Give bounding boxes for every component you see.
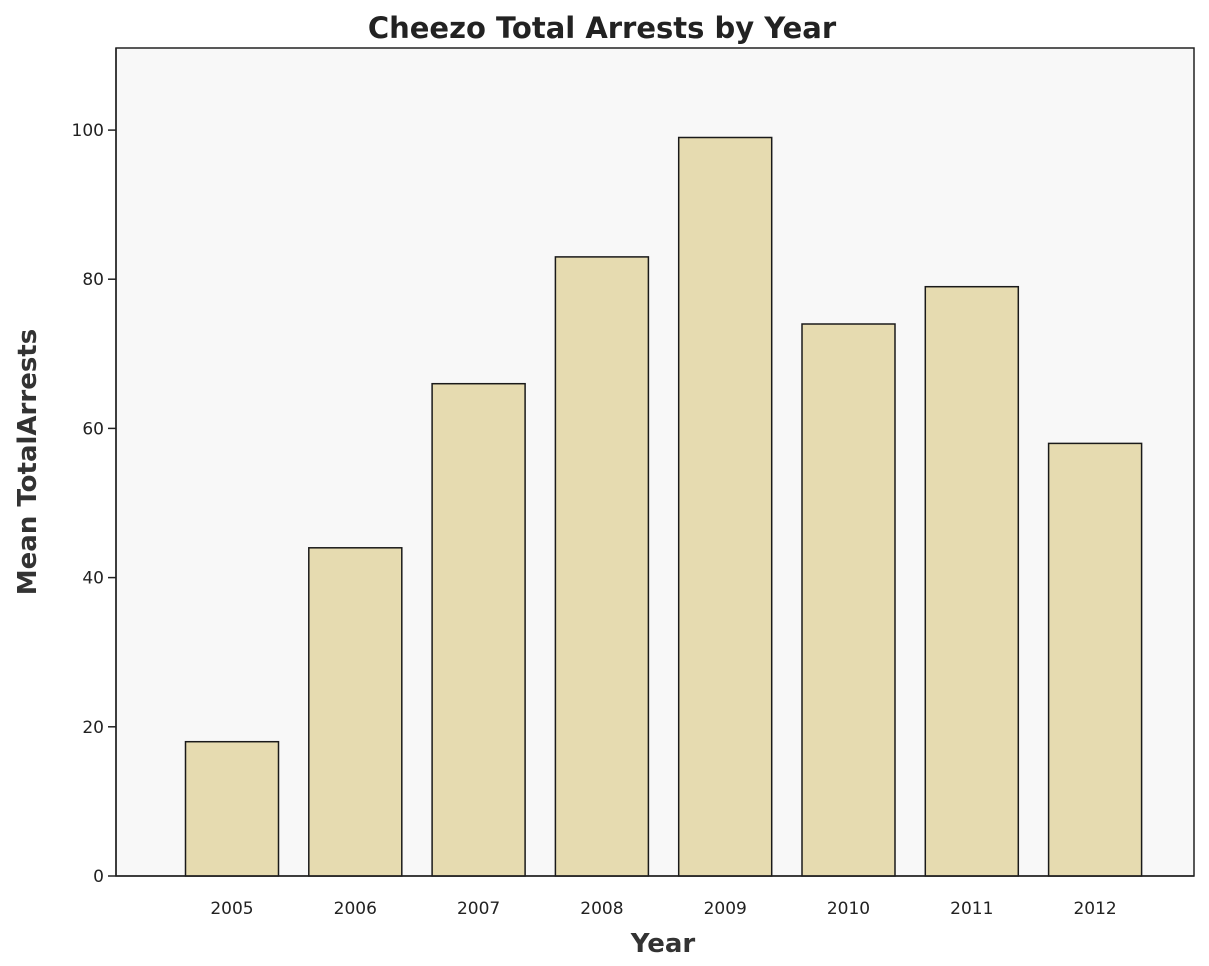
x-tick-label-2010: 2010 — [827, 899, 870, 919]
x-tick-label-2007: 2007 — [457, 899, 500, 919]
x-axis-label: Year — [630, 929, 696, 959]
y-axis: 0 20 40 60 80 100 — [72, 48, 117, 887]
x-tick-label-2011: 2011 — [950, 899, 993, 919]
bars — [184, 136, 1143, 877]
y-tick-label-0: 0 — [93, 867, 104, 887]
bar-2009 — [677, 136, 773, 877]
y-axis-label: Mean TotalArrests — [13, 329, 43, 595]
y-tick-label-80: 80 — [82, 270, 104, 290]
x-tick-label-2006: 2006 — [334, 899, 377, 919]
x-tick-label-2008: 2008 — [580, 899, 623, 919]
bar-2008 — [554, 256, 650, 877]
bar-2007 — [431, 382, 526, 877]
x-tick-label-2009: 2009 — [704, 899, 747, 919]
y-tick-label-100: 100 — [72, 121, 104, 141]
x-axis: 2005 2006 2007 2008 2009 2010 2011 2012 — [116, 875, 1194, 919]
x-tick-label-2012: 2012 — [1073, 899, 1116, 919]
bar-2012 — [1047, 442, 1143, 877]
bar-2011 — [924, 285, 1020, 877]
x-tick-label-2005: 2005 — [210, 899, 253, 919]
bar-2006 — [308, 547, 403, 877]
y-tick-label-20: 20 — [82, 718, 104, 738]
y-tick-label-60: 60 — [82, 419, 104, 439]
bar-2010 — [801, 323, 896, 877]
y-tick-label-40: 40 — [82, 569, 104, 589]
bar-2005 — [184, 740, 280, 877]
chart-title: Cheezo Total Arrests by Year — [368, 11, 837, 45]
